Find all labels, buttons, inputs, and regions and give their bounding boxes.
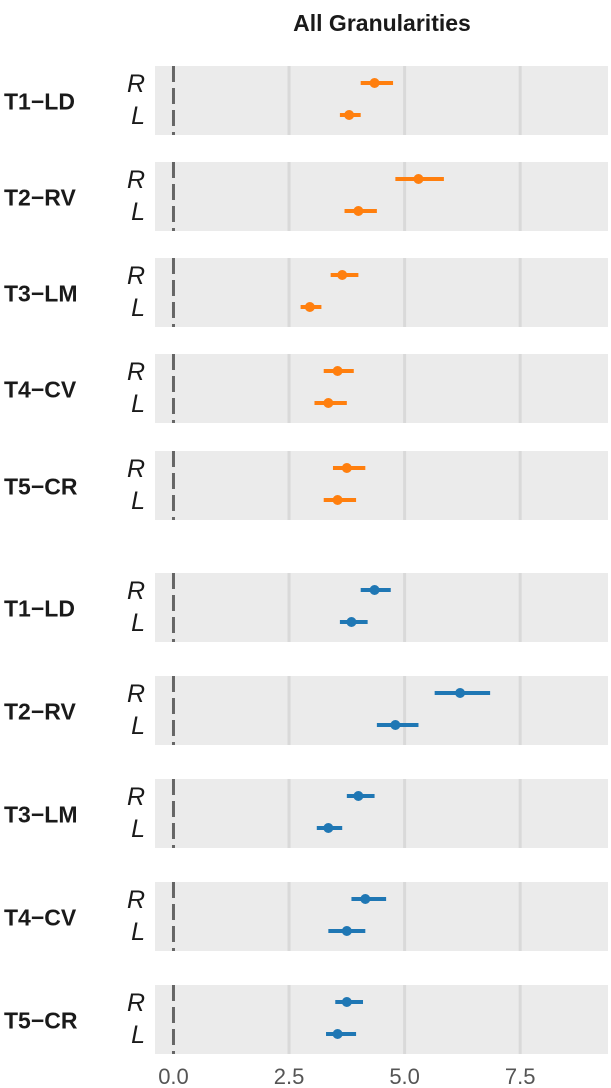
side-label-l: L	[131, 609, 145, 637]
facet-row: T3−LM RL	[4, 258, 608, 327]
x-tick-label: 0.0	[158, 1064, 189, 1088]
x-axis: 0.0 2.5 5.0 7.5	[158, 1064, 535, 1088]
side-label-r: R	[127, 886, 145, 914]
group-label: T2−RV	[4, 699, 76, 725]
facet-row: T4−CV RL	[4, 354, 608, 423]
facet-background	[155, 573, 608, 642]
group-label: T4−CV	[4, 377, 77, 403]
point-estimate	[304, 302, 315, 312]
side-label-r: R	[127, 989, 145, 1017]
side-label-r: R	[127, 783, 145, 811]
plot-area: T1−LDRLT2−RVRLT3−LMRLT4−CVRLT5−CRRLT1−LD…	[4, 66, 608, 1088]
group-label: T1−LD	[4, 89, 75, 115]
point-estimate	[369, 585, 380, 595]
point-estimate	[455, 688, 466, 698]
group-label: T2−RV	[4, 185, 76, 211]
facet-row: T1−LD RL	[4, 573, 608, 642]
side-label-r: R	[127, 680, 145, 708]
point-estimate	[323, 823, 334, 833]
facet-background	[155, 258, 608, 327]
point-estimate	[360, 894, 371, 904]
side-label-r: R	[127, 358, 145, 386]
group-label: T4−CV	[4, 905, 77, 931]
point-estimate	[390, 720, 401, 730]
facet-row: T3−LM RL	[4, 779, 608, 848]
side-label-l: L	[131, 390, 145, 418]
side-label-l: L	[131, 712, 145, 740]
group-label: T3−LM	[4, 281, 77, 307]
point-estimate	[369, 78, 380, 88]
side-label-l: L	[131, 815, 145, 843]
facet-background	[155, 66, 608, 135]
x-tick-label: 7.5	[505, 1064, 536, 1088]
x-tick-label: 5.0	[389, 1064, 420, 1088]
facet-background	[155, 985, 608, 1054]
facet-background	[155, 162, 608, 231]
point-estimate	[323, 398, 334, 408]
side-label-r: R	[127, 455, 145, 483]
facet-background	[155, 676, 608, 745]
side-label-l: L	[131, 102, 145, 130]
point-estimate	[332, 366, 343, 376]
point-estimate	[332, 1029, 343, 1039]
group-label: T5−CR	[4, 1008, 78, 1034]
side-label-l: L	[131, 918, 145, 946]
side-label-r: R	[127, 577, 145, 605]
side-label-l: L	[131, 1021, 145, 1049]
side-label-r: R	[127, 262, 145, 290]
facet-background	[155, 354, 608, 423]
point-estimate	[341, 463, 352, 473]
point-estimate	[344, 110, 355, 120]
group-label: T3−LM	[4, 802, 77, 828]
side-label-r: R	[127, 70, 145, 98]
chart-title: All Granularities	[293, 10, 471, 36]
side-label-l: L	[131, 294, 145, 322]
point-estimate	[337, 270, 348, 280]
side-label-l: L	[131, 198, 145, 226]
facet-row: T2−RV RL	[4, 162, 608, 231]
group-label: T5−CR	[4, 474, 78, 500]
side-label-r: R	[127, 166, 145, 194]
point-estimate	[341, 997, 352, 1007]
facet-row: T5−CR RL	[4, 985, 608, 1054]
facet-row: T5−CR RL	[4, 451, 608, 520]
point-estimate	[353, 206, 364, 216]
facet-background	[155, 451, 608, 520]
facet-background	[155, 779, 608, 848]
facet-row: T1−LD RL	[4, 66, 608, 135]
point-estimate	[413, 174, 424, 184]
point-estimate	[341, 926, 352, 936]
point-estimate	[353, 791, 364, 801]
x-tick-label: 2.5	[274, 1064, 305, 1088]
point-estimate	[332, 495, 343, 505]
side-label-l: L	[131, 487, 145, 515]
facet-background	[155, 882, 608, 951]
facet-row: T4−CV RL	[4, 882, 608, 951]
facet-row: T2−RV RL	[4, 676, 608, 745]
point-estimate	[346, 617, 357, 627]
group-label: T1−LD	[4, 596, 75, 622]
